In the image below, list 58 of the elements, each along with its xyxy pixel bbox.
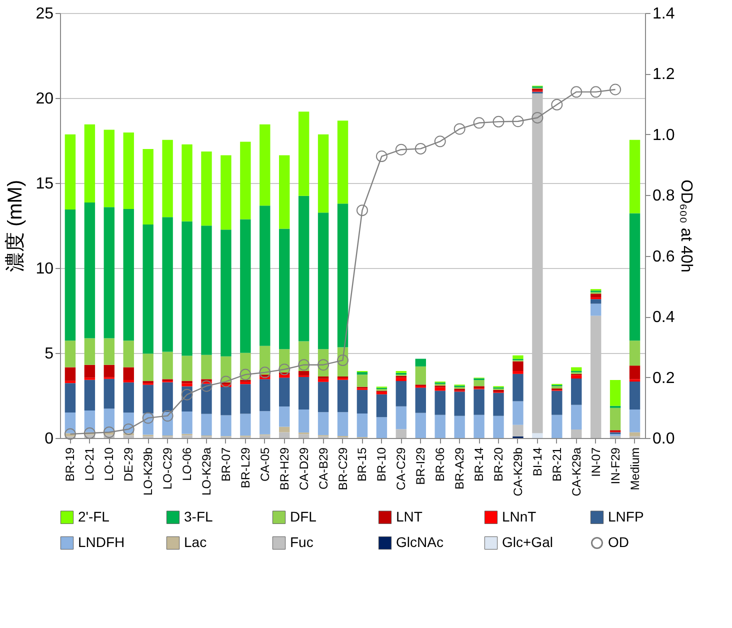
x-tick-label: CA-K29b [510, 447, 525, 496]
y-tick-label: 15 [36, 176, 54, 192]
x-tick-label: BR-20 [492, 447, 506, 482]
x-tick-label: BR-I29 [414, 447, 428, 485]
y2-tick-label: 1.4 [652, 6, 675, 22]
x-tick-label: BR-21 [550, 447, 564, 482]
x-tick-label: BR-C29 [336, 447, 350, 490]
legend-label: GlcNAc [396, 534, 444, 550]
x-tick-label: BR-14 [472, 447, 486, 482]
y-axis-title: 濃度 (mM) [4, 180, 27, 272]
y2-tick-label: 0.0 [652, 430, 675, 448]
y-tick-label: 25 [36, 6, 54, 22]
x-tick-label: LO-K29b [141, 447, 156, 496]
x-tick-label: BR-06 [433, 447, 448, 482]
x-tick-label: BR-10 [374, 447, 389, 482]
y-tick-label: 10 [36, 260, 54, 278]
legend-label: Glc+Gal [502, 534, 553, 550]
legend-label: LNFP [608, 508, 644, 524]
x-tick-label: CA-B29 [316, 447, 330, 490]
y2-axis-title: OD₆₀₀ at 40h [678, 180, 695, 272]
y-tick-label: 20 [36, 90, 54, 108]
x-tick-label: IN-F29 [608, 447, 622, 484]
legend-label: LNT [396, 508, 423, 524]
x-tick-label: BR-A29 [452, 447, 467, 490]
y2-tick-label: 0.4 [652, 309, 675, 326]
x-tick-label: BR-07 [218, 447, 233, 482]
legend-label: DFL [290, 508, 317, 524]
y2-tick-label: 0.6 [652, 248, 675, 266]
x-tick-label: DE-29 [122, 447, 136, 482]
x-tick-label: Medium [628, 448, 642, 490]
x-tick-label: IN-07 [588, 447, 603, 477]
x-tick-label: CA-K29a [569, 447, 584, 496]
x-tick-label: BR-19 [63, 447, 78, 482]
legend-label: Fuc [290, 534, 314, 550]
x-tick-label: LO-K29a [199, 447, 214, 496]
x-tick-label: LO-21 [82, 447, 97, 481]
y2-tick-label: 1.2 [652, 66, 675, 84]
x-tick-label: CA-D29 [296, 447, 311, 490]
legend-label: 2'-FL [78, 508, 110, 524]
legend-label: Lac [184, 534, 207, 550]
legend-label: LNDFH [78, 534, 125, 550]
x-tick-label: LO-C29 [160, 447, 175, 490]
legend-label: 3-FL [184, 508, 213, 524]
y-tick-label: 5 [44, 346, 54, 362]
legend-label: OD [608, 534, 629, 550]
y-tick-label: 0 [44, 430, 54, 448]
x-tick-label: LO-10 [102, 447, 116, 481]
x-tick-label: LO-06 [180, 447, 194, 481]
x-tick-label: BR-L29 [238, 447, 252, 488]
y2-tick-label: 0.8 [652, 188, 675, 205]
x-tick-label: CA-C29 [394, 447, 408, 490]
x-tick-label: BR-H29 [277, 447, 292, 490]
y2-tick-label: 0.2 [652, 370, 675, 387]
x-tick-label: BI-14 [530, 447, 544, 476]
x-tick-label: BR-15 [355, 447, 370, 482]
x-tick-label: CA-05 [258, 447, 272, 482]
legend-label: LNnT [502, 508, 537, 524]
y2-tick-label: 1.0 [652, 126, 675, 144]
